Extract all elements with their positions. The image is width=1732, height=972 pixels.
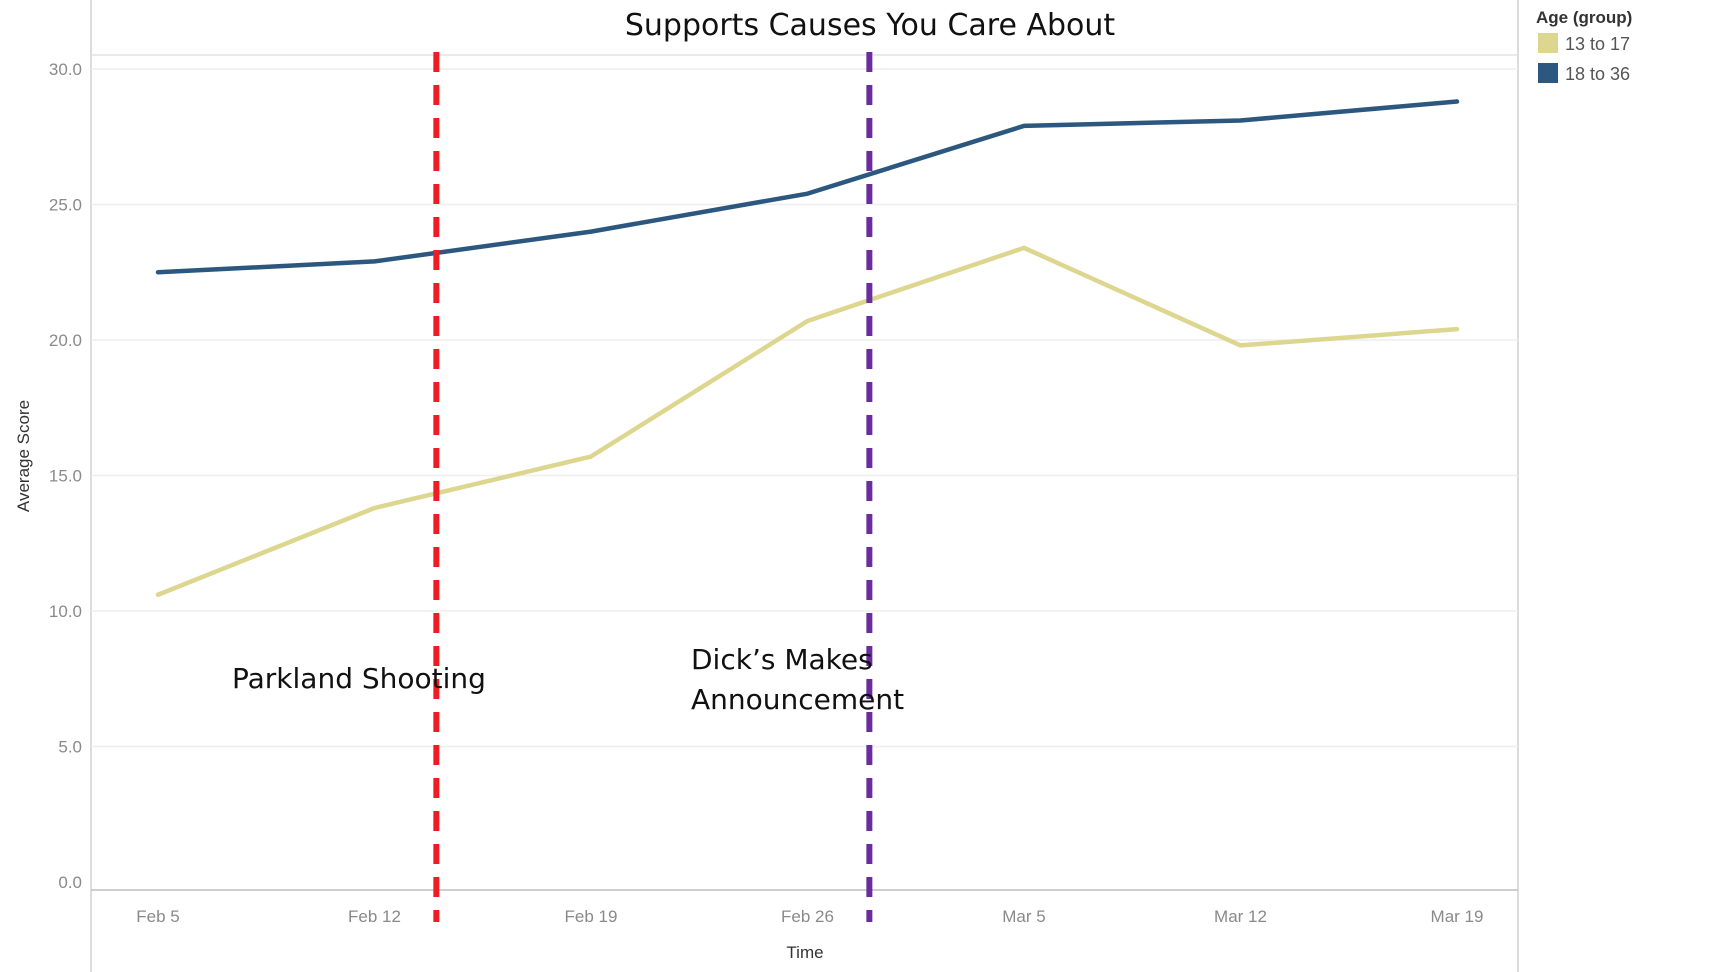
x-tick-label: Feb 5 (136, 907, 179, 926)
y-tick-label: 5.0 (58, 738, 82, 757)
y-tick-label: 20.0 (49, 331, 82, 350)
y-tick-label: 15.0 (49, 467, 82, 486)
series-lines (155, 99, 1460, 597)
legend: Age (group) 13 to 17 18 to 36 (1536, 8, 1632, 84)
event-lines (433, 52, 873, 922)
series-line-13-to-17 (155, 245, 1460, 597)
x-tick-label: Feb 19 (565, 907, 618, 926)
y-axis-label: Average Score (14, 400, 33, 512)
y-tick-label: 25.0 (49, 196, 82, 215)
x-axis-label: Time (786, 943, 823, 962)
annotation-parkland: Parkland Shooting (232, 662, 486, 695)
legend-label-18-to-36: 18 to 36 (1565, 64, 1630, 84)
x-tick-label: Mar 19 (1431, 907, 1484, 926)
annotation-dicks-line2: Announcement (691, 683, 904, 716)
y-tick-label: 30.0 (49, 60, 82, 79)
x-tick-label: Mar 5 (1002, 907, 1045, 926)
y-tick-label: 0.0 (58, 873, 82, 892)
legend-swatch-18-to-36 (1538, 63, 1558, 83)
x-tick-label: Mar 12 (1214, 907, 1267, 926)
y-tick-labels: 0.0 5.0 10.0 15.0 20.0 25.0 30.0 (49, 60, 82, 892)
chart-title: Supports Causes You Care About (625, 8, 1116, 43)
legend-swatch-13-to-17 (1538, 33, 1558, 53)
x-tick-label: Feb 26 (781, 907, 834, 926)
annotation-dicks-line1: Dick’s Makes (691, 643, 873, 676)
y-tick-label: 10.0 (49, 602, 82, 621)
legend-label-13-to-17: 13 to 17 (1565, 34, 1630, 54)
x-tick-label: Feb 12 (348, 907, 401, 926)
x-tick-labels: Feb 5 Feb 12 Feb 19 Feb 26 Mar 5 Mar 12 Mar 19 (136, 907, 1483, 926)
grid (91, 68, 1518, 748)
legend-title: Age (group) (1536, 8, 1632, 27)
series-line-18-to-36 (155, 99, 1460, 275)
